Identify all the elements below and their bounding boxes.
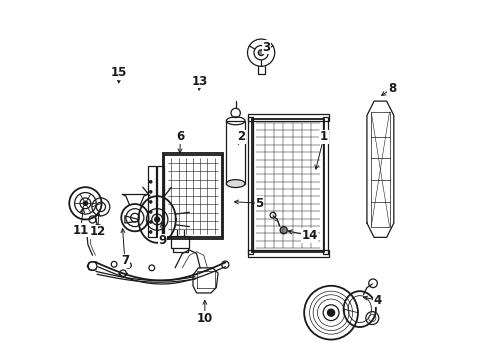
Text: 6: 6: [176, 130, 185, 144]
Circle shape: [280, 226, 287, 234]
Text: 13: 13: [192, 75, 208, 88]
Bar: [371, 112, 390, 226]
Text: 2: 2: [237, 130, 245, 144]
Text: 8: 8: [388, 82, 396, 95]
Circle shape: [149, 190, 152, 193]
Bar: [248, 250, 329, 257]
Ellipse shape: [226, 180, 245, 188]
Circle shape: [149, 201, 152, 203]
Text: 1: 1: [320, 130, 328, 144]
Circle shape: [258, 50, 264, 55]
Text: 14: 14: [301, 229, 318, 242]
Bar: [164, 155, 221, 237]
Circle shape: [149, 221, 152, 224]
Bar: [163, 153, 223, 239]
Text: 11: 11: [73, 224, 89, 237]
Bar: [323, 117, 328, 253]
Bar: [248, 117, 253, 253]
Text: 12: 12: [90, 225, 106, 238]
Circle shape: [149, 211, 152, 213]
Circle shape: [149, 180, 152, 183]
Bar: [148, 166, 156, 237]
Text: 7: 7: [121, 254, 129, 267]
Bar: [252, 119, 324, 252]
Circle shape: [155, 217, 160, 222]
Bar: [157, 166, 164, 237]
Circle shape: [83, 201, 88, 206]
Text: 10: 10: [196, 311, 213, 325]
Text: 5: 5: [255, 197, 264, 210]
Bar: [226, 121, 245, 184]
Text: 9: 9: [158, 234, 167, 247]
Text: 4: 4: [373, 294, 382, 307]
Text: 3: 3: [263, 41, 270, 54]
Bar: [172, 235, 190, 248]
Circle shape: [327, 309, 335, 316]
Text: 15: 15: [111, 66, 127, 79]
Circle shape: [149, 230, 152, 233]
Bar: [248, 114, 329, 121]
